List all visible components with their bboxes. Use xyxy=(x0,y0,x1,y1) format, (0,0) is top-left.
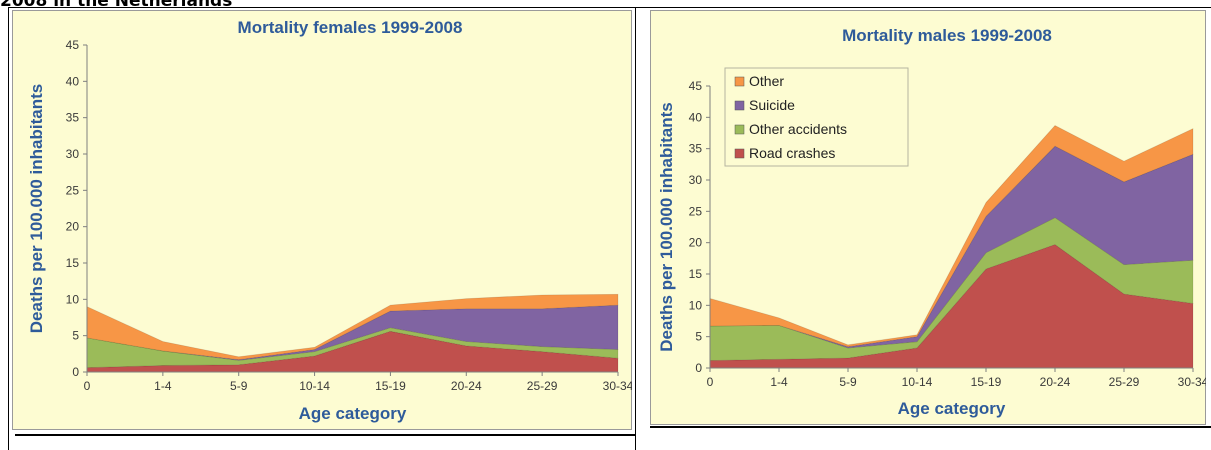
females-xtick-label: 20-24 xyxy=(451,379,482,393)
frame-bottom-left xyxy=(15,434,635,436)
females-ytick-label: 15 xyxy=(66,256,80,270)
females-xtick-label: 5-9 xyxy=(230,379,248,393)
chart-panel-males: 0 5 10 15 20 25 30 35 40 45 0 1-4 5-9 10-14 15-19 20-24… xyxy=(650,10,1206,425)
females-chart-title: Mortality females 1999-2008 xyxy=(238,18,463,37)
females-ytick-label: 20 xyxy=(66,220,80,234)
males-legend-box xyxy=(724,67,909,167)
males-xtick-label: 25-29 xyxy=(1109,375,1140,389)
page-heading: 2008 in the Netherlands xyxy=(0,0,233,11)
males-ytick-label: 15 xyxy=(689,267,703,281)
males-legend-label-other: Other xyxy=(749,73,784,89)
females-xtick-label: 15-19 xyxy=(375,379,406,393)
males-xtick-label: 30-34 xyxy=(1178,375,1206,389)
males-ytick-label: 20 xyxy=(689,236,703,250)
females-x-axis-title: Age category xyxy=(299,404,407,423)
females-area-other xyxy=(86,293,619,361)
frame-middle xyxy=(635,7,636,450)
males-ytick-label: 45 xyxy=(689,79,703,93)
males-ytick-label: 35 xyxy=(689,142,703,156)
females-ytick-label: 10 xyxy=(66,292,80,306)
males-area-other xyxy=(709,124,1194,348)
males-xtick-label: 10-14 xyxy=(902,375,933,389)
females-y-axis-title: Deaths per 100.000 inhabitants xyxy=(27,84,46,333)
males-y-axis-title: Deaths per 100.000 inhabitants xyxy=(657,102,676,351)
males-xtick-label: 15-19 xyxy=(971,375,1002,389)
females-xtick-label: 10-14 xyxy=(299,379,330,393)
males-legend-label-suicide: Suicide xyxy=(749,97,795,113)
females-ytick-label: 35 xyxy=(66,111,80,125)
males-legend: Other Suicide Other accidents Road crashes xyxy=(724,67,909,167)
males-legend-label-other-accidents: Other accidents xyxy=(749,121,847,137)
males-ytick-label: 25 xyxy=(689,204,703,218)
females-ytick-label: 30 xyxy=(66,147,80,161)
females-xtick-label: 30-34 xyxy=(603,379,632,393)
males-x-axis-title: Age category xyxy=(898,399,1006,418)
males-legend-label-road-crashes: Road crashes xyxy=(749,145,835,161)
males-xtick-label: 5-9 xyxy=(839,375,857,389)
frame-bottom-right xyxy=(650,426,1211,428)
females-xtick-label: 1-4 xyxy=(154,379,172,393)
males-legend-swatch-other-accidents xyxy=(734,124,745,135)
chart-females: 0 5 10 15 20 25 30 35 40 45 0 1-4 5-9 10-14 15-19 20-24… xyxy=(12,10,632,430)
females-ytick-label: 45 xyxy=(66,38,80,52)
males-area-other-accidents xyxy=(709,217,1194,361)
males-legend-swatch-road-crashes xyxy=(734,148,745,159)
males-chart-title: Mortality males 1999-2008 xyxy=(842,26,1052,45)
females-ytick-label: 0 xyxy=(72,365,79,379)
males-xtick-label: 0 xyxy=(707,375,714,389)
frame-left xyxy=(8,7,9,450)
females-xtick-label: 25-29 xyxy=(527,379,558,393)
females-ytick-label: 25 xyxy=(66,183,80,197)
chart-panel-females: 0 5 10 15 20 25 30 35 40 45 0 1-4 5-9 10-14 15-19 20-24… xyxy=(12,10,632,430)
males-ytick-label: 5 xyxy=(695,330,702,344)
females-xtick-label: 0 xyxy=(84,379,91,393)
females-ytick-label: 5 xyxy=(72,329,79,343)
males-legend-swatch-suicide xyxy=(734,100,745,111)
frame-top-left xyxy=(8,7,635,8)
females-ytick-label: 40 xyxy=(66,74,80,88)
males-legend-swatch-other xyxy=(734,76,745,87)
males-xtick-label: 1-4 xyxy=(770,375,788,389)
males-ytick-label: 10 xyxy=(689,298,703,312)
chart-males: 0 5 10 15 20 25 30 35 40 45 0 1-4 5-9 10-14 15-19 20-24… xyxy=(650,10,1206,425)
males-xtick-label: 20-24 xyxy=(1040,375,1071,389)
males-ytick-label: 30 xyxy=(689,173,703,187)
males-ytick-label: 40 xyxy=(689,110,703,124)
frame-top-right xyxy=(636,7,1211,8)
males-ytick-label: 0 xyxy=(695,361,702,375)
